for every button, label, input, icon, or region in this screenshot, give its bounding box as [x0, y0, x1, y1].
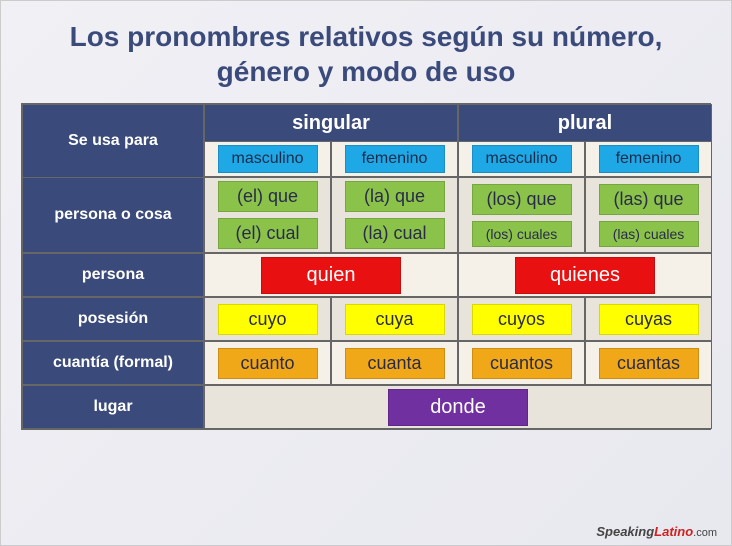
logo-part-2: Latino	[654, 524, 693, 539]
chip-quienes: quienes	[515, 257, 655, 294]
chip-que: (la) que	[345, 181, 445, 212]
cell-cua-pm: cuantos	[458, 341, 585, 385]
pronouns-table: Se usa para singular plural masculino fe…	[21, 103, 711, 430]
chip-cuyas: cuyas	[599, 304, 699, 335]
chip-femenino: femenino	[345, 145, 445, 173]
header-plural: plural	[458, 104, 712, 142]
label-cuantia: cuantía (formal)	[22, 341, 204, 385]
row-lugar: lugar donde	[22, 385, 710, 429]
row-posesion: posesión cuyo cuya cuyos cuyas	[22, 297, 710, 341]
chip-cuanta: cuanta	[345, 348, 445, 379]
chip-masculino: masculino	[472, 145, 572, 173]
cell-pos-pm: cuyos	[458, 297, 585, 341]
chip-cuanto: cuanto	[218, 348, 318, 379]
chip-masculino: masculino	[218, 145, 318, 173]
label-persona: persona	[22, 253, 204, 297]
chip-que: (el) que	[218, 181, 318, 212]
chip-cual: (el) cual	[218, 218, 318, 249]
cell-persona-s: quien	[204, 253, 458, 297]
cell-pc-sm: (el) que (el) cual	[204, 177, 331, 253]
chip-cuantos: cuantos	[472, 348, 572, 379]
chip-quien: quien	[261, 257, 401, 294]
cell-pc-pf: (las) que (las) cuales	[585, 177, 712, 253]
chip-donde: donde	[388, 389, 528, 426]
label-persona-cosa: persona o cosa	[22, 177, 204, 253]
cell-pc-pm: (los) que (los) cuales	[458, 177, 585, 253]
chip-que: (las) que	[599, 184, 699, 215]
cell-sing-masc: masculino	[204, 141, 331, 177]
header-singular: singular	[204, 104, 458, 142]
header-left: Se usa para	[22, 104, 204, 178]
page-title: Los pronombres relativos según su número…	[1, 1, 731, 103]
cell-sing-fem: femenino	[331, 141, 458, 177]
cell-pc-sf: (la) que (la) cual	[331, 177, 458, 253]
chip-cuyo: cuyo	[218, 304, 318, 335]
chip-cuyos: cuyos	[472, 304, 572, 335]
cell-cua-pf: cuantas	[585, 341, 712, 385]
cell-pos-pf: cuyas	[585, 297, 712, 341]
label-posesion: posesión	[22, 297, 204, 341]
cell-cua-sm: cuanto	[204, 341, 331, 385]
chip-cuantas: cuantas	[599, 348, 699, 379]
cell-plur-masc: masculino	[458, 141, 585, 177]
cell-pos-sf: cuya	[331, 297, 458, 341]
logo-part-3: .com	[693, 527, 717, 539]
chip-cual: (las) cuales	[599, 221, 699, 247]
cell-pos-sm: cuyo	[204, 297, 331, 341]
chip-cual: (la) cual	[345, 218, 445, 249]
header-row-1: Se usa para singular plural	[22, 104, 710, 142]
chip-que: (los) que	[472, 184, 572, 215]
cell-plur-fem: femenino	[585, 141, 712, 177]
logo-part-1: Speaking	[596, 524, 654, 539]
chip-femenino: femenino	[599, 145, 699, 173]
logo: SpeakingLatino.com	[596, 524, 717, 539]
cell-cua-sf: cuanta	[331, 341, 458, 385]
row-persona-cosa: persona o cosa (el) que (el) cual (la) q…	[22, 177, 710, 253]
label-lugar: lugar	[22, 385, 204, 429]
cell-persona-p: quienes	[458, 253, 712, 297]
chip-cual: (los) cuales	[472, 221, 572, 247]
chip-cuya: cuya	[345, 304, 445, 335]
row-cuantia: cuantía (formal) cuanto cuanta cuantos c…	[22, 341, 710, 385]
cell-lugar: donde	[204, 385, 712, 429]
row-persona: persona quien quienes	[22, 253, 710, 297]
